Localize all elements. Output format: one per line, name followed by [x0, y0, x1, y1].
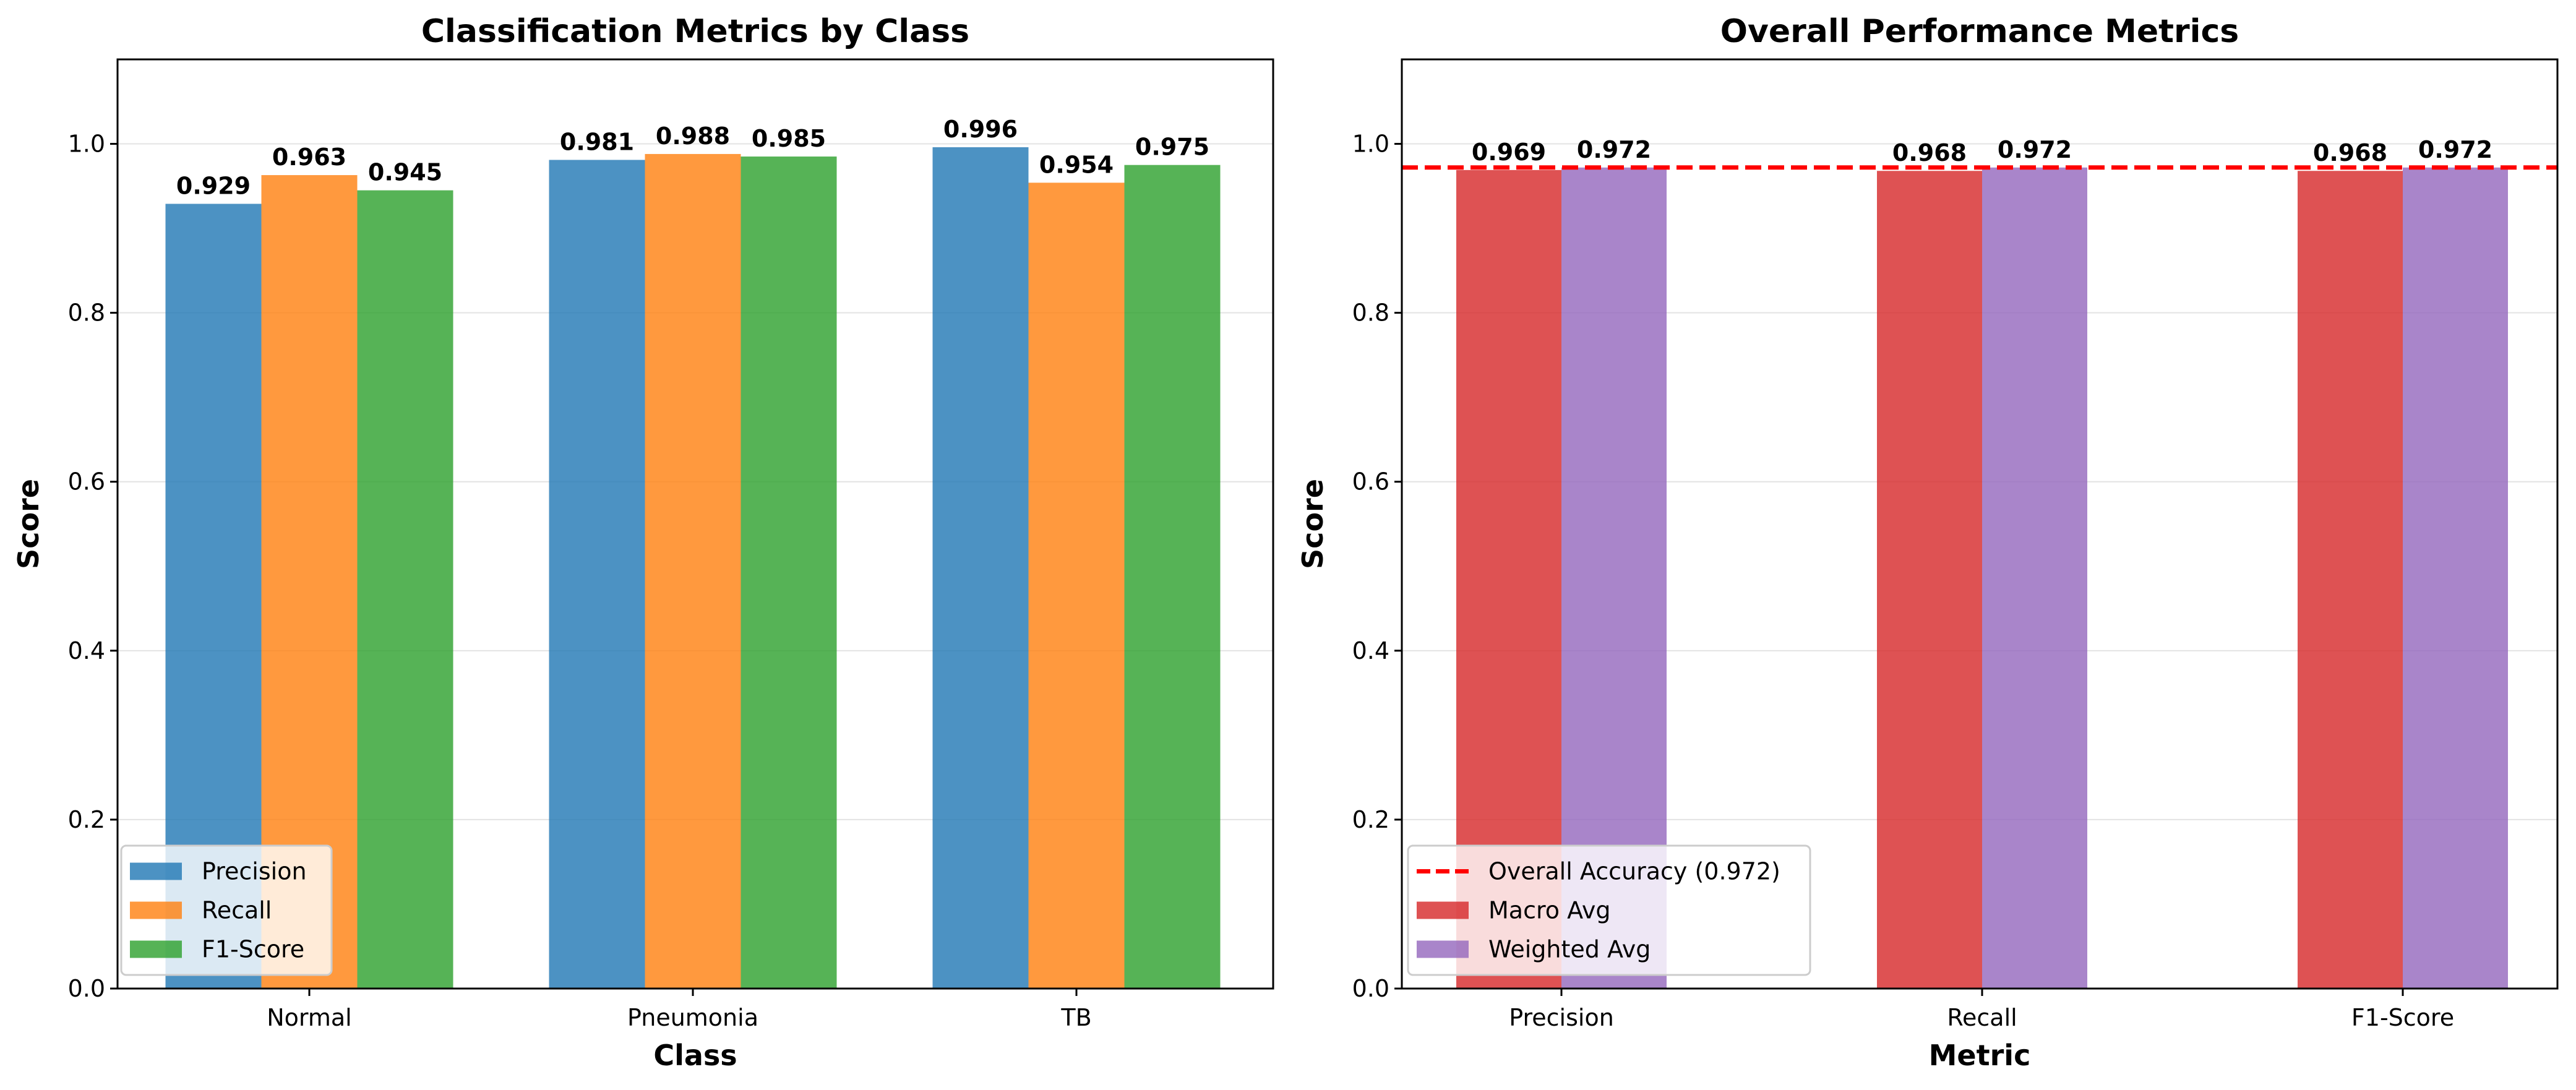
y-tick-label: 0.8 — [68, 299, 105, 327]
x-axis-label: Class — [653, 1039, 737, 1072]
bar-value-label: 0.972 — [2418, 136, 2492, 163]
y-tick-label: 0.0 — [68, 975, 105, 1002]
bar-value-label: 0.985 — [752, 125, 826, 152]
overall-metrics-chart: 0.0 0.2 0.4 0.6 0.8 1.0 0.969 0.968 0.968 0.972 0.… — [1296, 13, 2559, 1072]
class-metrics-chart: 0.0 0.2 0.4 0.6 0.8 1.0 0.929 0.981 0.996 0.963 0.… — [12, 13, 1274, 1072]
legend-label: Macro Avg — [1488, 897, 1610, 924]
legend-swatch — [130, 862, 182, 880]
plot-frame — [1401, 58, 2559, 990]
bar-value-label: 0.981 — [560, 128, 634, 155]
bar-weighted-avg — [1982, 167, 2087, 989]
chart-title: Overall Performance Metrics — [1720, 13, 2239, 50]
legend-label: Weighted Avg — [1488, 936, 1651, 963]
legend-label: Precision — [202, 858, 307, 885]
bar-value-label: 0.996 — [943, 116, 1018, 143]
bar-value-label: 0.929 — [176, 172, 251, 199]
x-tick-label: F1-Score — [2351, 1004, 2454, 1031]
bar-value-label: 0.963 — [272, 144, 346, 171]
x-tick-label: TB — [1060, 1004, 1091, 1031]
legend-label: Overall Accuracy (0.972) — [1488, 858, 1780, 885]
x-tick-label: Normal — [267, 1004, 352, 1031]
y-tick-label: 0.6 — [68, 468, 105, 496]
x-axis-label: Metric — [1929, 1039, 2031, 1072]
chart-title: Classification Metrics by Class — [421, 13, 969, 50]
bar-recall — [645, 153, 741, 989]
y-tick-label: 0.8 — [1352, 299, 1389, 327]
y-tick-label: 1.0 — [1352, 131, 1389, 158]
bar-f1-score — [357, 190, 453, 989]
legend-swatch — [1417, 901, 1469, 919]
bar-f1-score — [1124, 165, 1221, 989]
bar-value-label: 0.972 — [1998, 136, 2072, 163]
y-axis-label: Score — [1296, 479, 1329, 569]
bar-value-label: 0.988 — [656, 122, 730, 150]
legend: Precision Recall F1-Score — [120, 844, 333, 976]
x-tick-label: Recall — [1947, 1004, 2017, 1031]
y-tick-label: 0.4 — [1352, 637, 1389, 664]
bar-macro-avg — [1877, 171, 1982, 989]
legend-swatch — [130, 940, 182, 958]
y-tick-label: 0.2 — [68, 806, 105, 833]
y-tick-label: 0.0 — [1352, 975, 1389, 1002]
y-axis-label: Score — [12, 479, 45, 569]
bar-value-label: 0.975 — [1135, 134, 1209, 161]
legend: Overall Accuracy (0.972) Macro Avg Weighte… — [1407, 844, 1811, 976]
bar-macro-avg — [2298, 171, 2403, 989]
x-tick-label: Pneumonia — [627, 1004, 758, 1031]
legend-swatch — [130, 901, 182, 919]
bar-value-label: 0.954 — [1039, 151, 1114, 178]
plot-frame — [116, 58, 1274, 990]
y-tick-label: 0.2 — [1352, 806, 1389, 833]
x-tick-label: Precision — [1509, 1004, 1614, 1031]
y-tick-label: 0.6 — [1352, 468, 1389, 496]
bar-recall — [1028, 182, 1125, 989]
legend-swatch — [1417, 940, 1469, 958]
bar-value-label: 0.968 — [2313, 139, 2387, 166]
legend-label: Recall — [202, 897, 272, 924]
bar-value-label: 0.945 — [368, 159, 442, 186]
y-tick-label: 1.0 — [68, 131, 105, 158]
bar-f1-score — [741, 157, 837, 989]
bar-value-label: 0.969 — [1472, 139, 1546, 166]
legend-box — [1407, 844, 1811, 976]
bar-precision — [549, 160, 645, 989]
bar-weighted-avg — [2403, 167, 2508, 989]
bar-precision — [932, 147, 1029, 989]
bar-value-label: 0.972 — [1577, 136, 1651, 163]
y-tick-label: 0.4 — [68, 637, 105, 664]
bar-value-label: 0.968 — [1892, 139, 1967, 166]
legend-label: F1-Score — [202, 936, 304, 963]
